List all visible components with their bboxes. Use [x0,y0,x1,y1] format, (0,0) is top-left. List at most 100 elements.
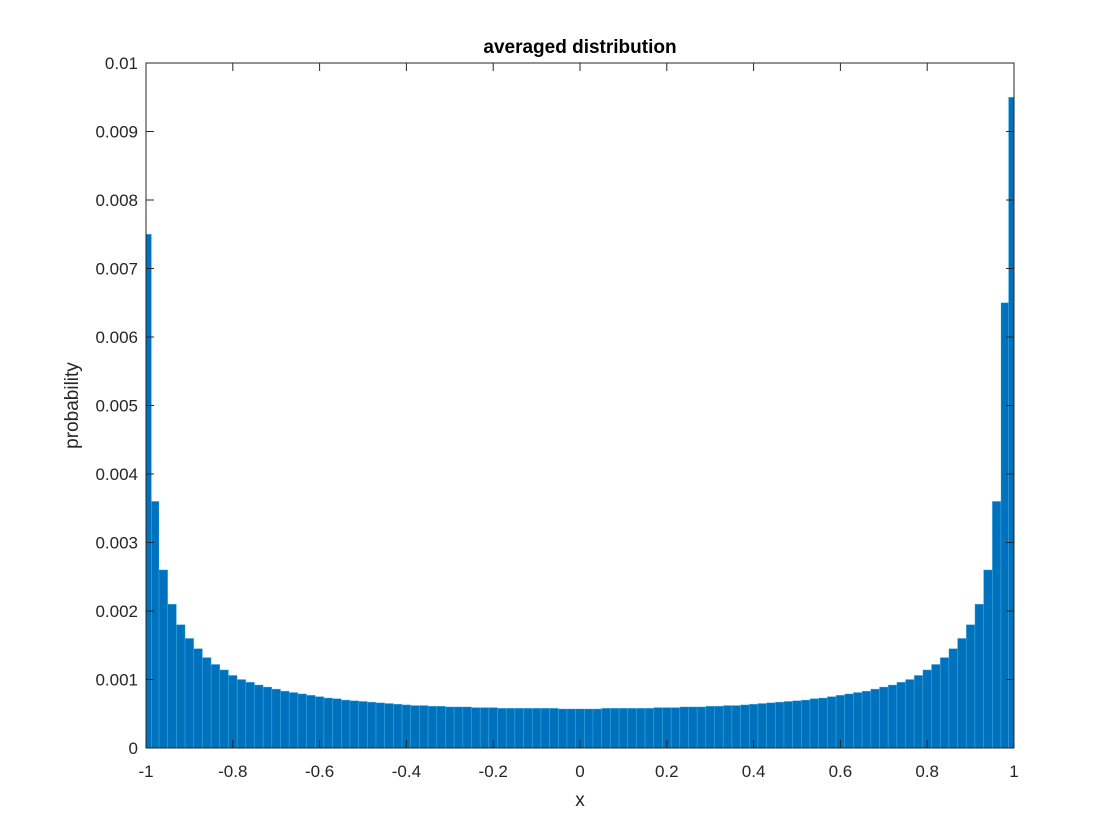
bar [887,684,898,749]
bar [462,706,472,749]
bar [471,707,481,749]
bar [636,707,646,749]
bar [627,707,637,749]
bar [549,707,559,749]
bar [861,690,872,749]
bar [419,705,429,749]
bar [306,694,316,749]
bar [905,679,915,749]
y-tick-label: 0.007 [95,260,138,279]
bar [219,669,229,749]
bar [497,707,507,749]
y-tick-label: 0.002 [95,602,138,621]
bar [540,707,550,749]
bar [202,657,212,749]
bar [991,501,1002,749]
y-tick-label: 0.004 [95,465,138,484]
bar [445,706,455,749]
bar [722,705,733,749]
bar [948,648,958,749]
bar [792,700,802,749]
y-tick-label: 0.006 [95,328,138,347]
bar [644,707,655,749]
x-tick-labels: -1 -0.8 -0.6 -0.4 -0.2 0 0.2 0.4 0.6 0.8 1 [138,762,1018,781]
bar [514,707,524,749]
bar [349,700,359,749]
x-tick-label: 0.8 [915,762,939,781]
bar [844,693,854,749]
y-tick-label: 0.01 [105,54,138,73]
bar [965,624,976,749]
bar [332,698,342,749]
bar [236,679,247,749]
x-tick-label: 0.4 [742,762,766,781]
bar [340,699,351,749]
bar [653,707,663,749]
bar [879,686,889,749]
bar [731,705,741,749]
bar [1008,96,1015,749]
x-axis-label: x [575,790,585,811]
bar [696,706,707,749]
bar [939,657,950,749]
bar [271,688,281,749]
bar [818,697,828,749]
bar [151,501,160,749]
bar [228,675,238,749]
bar [145,233,152,749]
bar [766,702,776,749]
bar [827,696,837,749]
bar [705,705,715,749]
bar [176,624,186,749]
bar [280,690,290,749]
bar [913,675,924,749]
bar [184,638,195,749]
x-tick-label: 0 [575,762,584,781]
bar [367,701,377,749]
y-tick-labels: 0 0.001 0.002 0.003 0.004 0.005 0.006 0.007 0.00… [95,54,138,758]
bar [393,703,403,749]
y-tick-label: 0 [129,739,138,758]
y-tick-label: 0.009 [95,123,138,142]
bar [922,669,932,749]
bar [853,692,863,749]
x-tick-label: 0.6 [829,762,853,781]
bar [870,688,880,749]
x-tick-label: -0.2 [479,762,508,781]
bar [740,704,750,749]
bar [679,706,689,749]
bar [931,664,941,749]
bar [618,707,629,749]
bar [714,705,724,749]
bar [592,708,603,749]
bar [1000,302,1009,749]
y-tick-label: 0.003 [95,534,138,553]
bar [158,569,169,749]
x-tick-label: -1 [138,762,153,781]
bar [983,569,993,749]
bar [427,705,438,749]
bar [584,708,594,749]
plot-area [146,63,1014,748]
bar [505,707,516,749]
bar [957,638,967,749]
bar [610,707,620,749]
bar [566,708,576,749]
bar [436,705,446,749]
bar [896,681,906,749]
bar [688,706,698,749]
y-tick-label: 0.001 [95,671,138,690]
y-axis-label: probability [62,362,83,449]
bar [479,707,490,749]
bar [210,664,221,749]
bar [809,698,820,749]
bar [801,699,811,749]
bar [774,701,785,749]
bar [523,707,533,749]
bar [757,703,767,749]
bar [783,701,793,749]
chart-title: averaged distribution [483,37,676,58]
bar [375,702,385,749]
